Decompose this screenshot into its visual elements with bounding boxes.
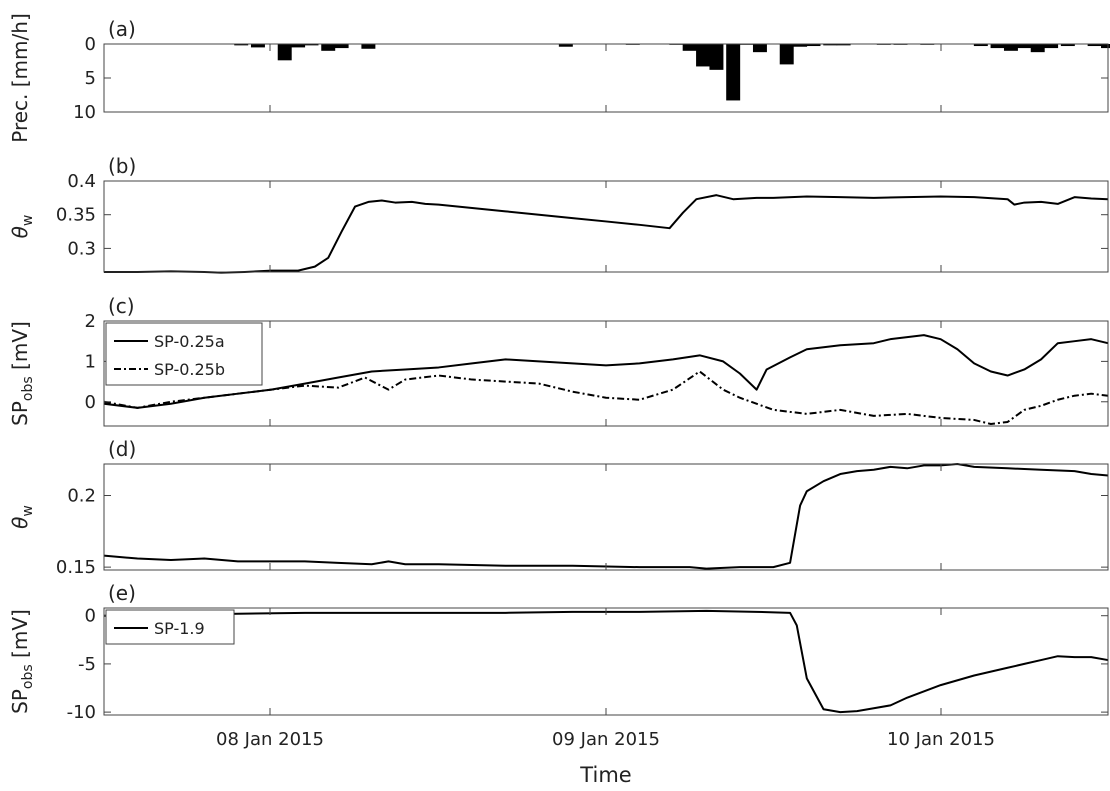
axes-box: [103, 463, 1109, 571]
x-tick-label: 10 Jan 2015: [887, 729, 995, 750]
y-tick-label: -5: [78, 654, 96, 675]
series-line-sp-0-25b: [103, 370, 1109, 425]
y-tick-label: 0.3: [67, 238, 96, 259]
y-axis-label: SPobs [mV]: [8, 609, 36, 714]
y-tick-label: 0: [85, 392, 96, 413]
precip-bar: [990, 44, 1005, 49]
precip-bar: [234, 44, 249, 46]
precip-bar: [361, 44, 376, 49]
precip-bar: [793, 44, 808, 47]
panel-label: (e): [108, 581, 136, 605]
precip-bar: [779, 44, 794, 65]
y-tick-label: 0.2: [67, 486, 96, 507]
panel-label: (a): [108, 17, 136, 41]
series-line-b-0: [104, 194, 1109, 274]
precip-bar: [836, 44, 851, 46]
precip-bar: [558, 44, 573, 47]
precip-bar: [321, 44, 336, 51]
precip-bar: [806, 44, 821, 47]
precip-bar: [1060, 44, 1075, 47]
y-axis-label: θw: [8, 505, 36, 529]
axes-box: [103, 607, 1109, 716]
x-tick-label: 09 Jan 2015: [552, 729, 660, 750]
x-axis-label: Time: [579, 763, 631, 787]
precip-bar: [726, 44, 741, 101]
panel-label: (d): [108, 437, 136, 461]
panel-label: (c): [108, 294, 135, 318]
y-axis-label: Prec. [mm/h]: [8, 13, 32, 143]
y-tick-label: 0.15: [56, 557, 96, 578]
legend-label: SP-0.25b: [154, 360, 225, 379]
precip-bar: [291, 44, 306, 48]
y-axis-label: SPobs [mV]: [8, 321, 36, 426]
precip-bar: [1101, 44, 1110, 49]
precip-bar: [696, 44, 711, 67]
precip-bar: [1087, 44, 1102, 47]
series-line-sp-1-9: [103, 609, 1109, 714]
precip-bar: [1044, 44, 1059, 49]
panel-c: 0 1 2 (c) SPobs [mV] SP-0.25a SP-0.25b: [8, 294, 1109, 427]
precip-bar: [973, 44, 988, 47]
precip-bar: [682, 44, 697, 51]
precip-bar: [250, 44, 265, 48]
precip-bar: [1003, 44, 1018, 51]
y-tick-label: 5: [85, 68, 96, 89]
panel-e: -10 -5 0 (e) SPobs [mV] SP-1.9 08 Jan 2015 09 J…: [8, 581, 1109, 750]
axes-box: [103, 180, 1109, 273]
panel-d: 0.15 0.2 (d) θw: [8, 437, 1109, 578]
precip-bar: [709, 44, 724, 70]
y-tick-label: 0.35: [56, 205, 96, 226]
precip-bar: [1017, 44, 1032, 49]
legend-label: SP-1.9: [154, 619, 205, 638]
y-tick-label: 0: [85, 34, 96, 55]
panel-b: 0.3 0.35 0.4 (b) θw: [8, 154, 1109, 274]
series-line-sp-0-25a: [103, 334, 1109, 409]
series-line-d-0: [103, 463, 1109, 570]
y-tick-label: 1: [85, 351, 96, 372]
precip-bar: [304, 44, 319, 46]
y-tick-label: 0: [85, 606, 96, 627]
precip-bar: [334, 44, 349, 49]
legend-label: SP-0.25a: [154, 332, 225, 351]
panel-a: 0 5 10 (a) Prec. [mm/h]: [8, 13, 1110, 143]
precip-bar: [823, 44, 838, 46]
precip-bar: [277, 44, 292, 61]
y-tick-label: 10: [73, 102, 96, 123]
precip-bar: [752, 44, 767, 53]
y-axis-label: θw: [8, 215, 36, 239]
y-tick-label: 2: [85, 311, 96, 332]
precip-bar: [1030, 44, 1045, 53]
legend-box: [105, 322, 263, 386]
axes-box: [103, 43, 1109, 113]
x-tick-label: 08 Jan 2015: [216, 729, 324, 750]
y-tick-label: 0.4: [67, 171, 96, 192]
y-tick-label: -10: [67, 702, 96, 723]
panel-label: (b): [108, 154, 136, 178]
